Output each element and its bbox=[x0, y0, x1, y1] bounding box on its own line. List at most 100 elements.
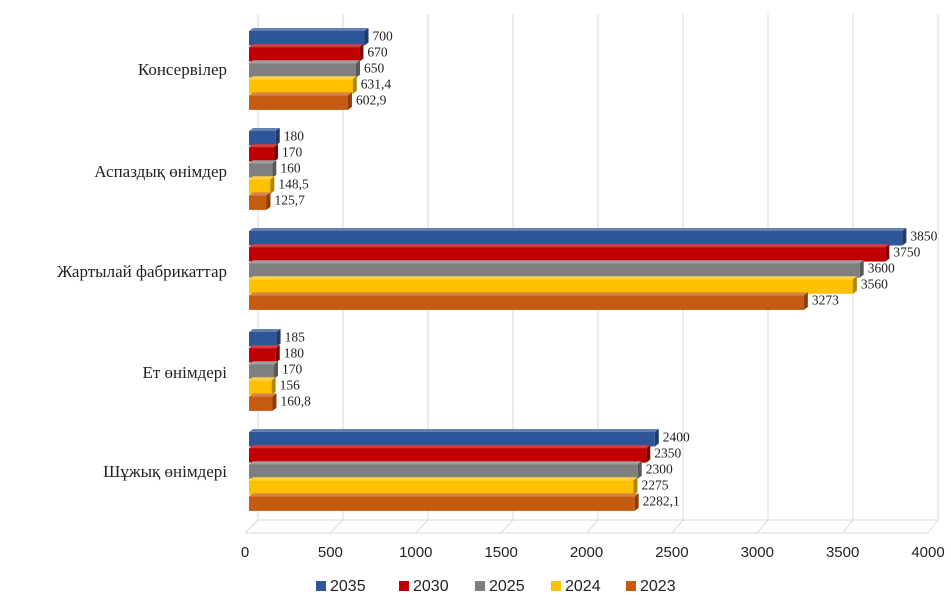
bar-side-face bbox=[272, 393, 277, 411]
bar-top-face bbox=[249, 76, 357, 80]
bar-side-face bbox=[637, 461, 642, 479]
bar bbox=[249, 295, 804, 310]
bar-side-face bbox=[364, 28, 369, 46]
bar-side-face bbox=[646, 445, 651, 463]
floor-gridline bbox=[500, 519, 514, 534]
floor-gridline bbox=[244, 519, 259, 534]
data-label: 156 bbox=[280, 378, 301, 393]
bar bbox=[249, 263, 860, 278]
bar-top-face bbox=[249, 192, 271, 196]
bar bbox=[249, 448, 647, 463]
data-label: 602,9 bbox=[356, 93, 387, 108]
bar-side-face bbox=[803, 292, 808, 310]
data-label: 2350 bbox=[654, 445, 681, 460]
legend-label: 2035 bbox=[330, 578, 366, 595]
bar bbox=[249, 364, 275, 379]
bar-top-face bbox=[249, 493, 639, 497]
bar-side-face bbox=[274, 361, 279, 379]
bar-top-face bbox=[249, 92, 352, 96]
bar bbox=[249, 147, 275, 162]
x-tick-label: 3500 bbox=[826, 544, 859, 561]
legend-swatch bbox=[316, 581, 326, 591]
data-label: 160 bbox=[280, 160, 301, 175]
data-label: 180 bbox=[284, 128, 305, 143]
data-label: 160,8 bbox=[280, 394, 311, 409]
bar-top-face bbox=[249, 60, 360, 64]
floor-gridline bbox=[330, 519, 344, 534]
legend-label: 2025 bbox=[489, 578, 525, 595]
bar bbox=[249, 332, 277, 347]
bar bbox=[249, 47, 360, 62]
bar bbox=[249, 496, 635, 511]
legend-label: 2030 bbox=[413, 578, 449, 595]
bar-side-face bbox=[359, 44, 364, 62]
bar bbox=[249, 396, 273, 411]
bar bbox=[249, 247, 886, 262]
bar bbox=[249, 231, 903, 246]
bar-top-face bbox=[249, 228, 907, 231]
bar-top-face bbox=[249, 445, 651, 449]
bar-side-face bbox=[355, 60, 360, 78]
data-label: 148,5 bbox=[278, 177, 309, 192]
bar-top-face bbox=[249, 429, 659, 432]
floor-gridline bbox=[842, 519, 854, 534]
bar-side-face bbox=[902, 228, 907, 246]
data-label: 3750 bbox=[893, 244, 920, 259]
floor-gridline bbox=[927, 519, 939, 534]
legend-swatch bbox=[399, 581, 409, 591]
bar-top-face bbox=[249, 44, 364, 48]
bar-side-face bbox=[275, 345, 280, 363]
bar bbox=[249, 31, 365, 46]
bar-top-face bbox=[249, 461, 642, 465]
bar-side-face bbox=[885, 244, 890, 262]
data-label: 670 bbox=[367, 44, 388, 59]
bar-top-face bbox=[249, 260, 864, 264]
bar bbox=[249, 179, 271, 194]
bar-top-face bbox=[249, 244, 890, 248]
data-label: 3560 bbox=[861, 277, 888, 292]
data-label: 3850 bbox=[910, 228, 937, 243]
bar-top-face bbox=[249, 176, 275, 180]
x-tick-label: 3000 bbox=[741, 544, 774, 561]
bar-side-face bbox=[266, 192, 271, 210]
category-label: Ет өнімдері bbox=[142, 363, 227, 382]
x-tick-label: 2000 bbox=[570, 544, 603, 561]
bar-side-face bbox=[270, 176, 275, 194]
bar bbox=[249, 95, 348, 110]
bar-side-face bbox=[275, 128, 280, 146]
bar-top-face bbox=[249, 329, 281, 332]
data-label: 2282,1 bbox=[643, 494, 680, 509]
category-label: Жартылай фабрикаттар bbox=[57, 262, 227, 281]
bar-top-face bbox=[249, 292, 808, 296]
bar-top-face bbox=[249, 377, 276, 381]
bar-top-face bbox=[249, 160, 277, 164]
category-label: Шұжық өнімдері bbox=[103, 462, 227, 481]
bar-top-face bbox=[249, 477, 638, 481]
bar-top-face bbox=[249, 345, 280, 349]
bar bbox=[249, 79, 353, 94]
bar-top-face bbox=[249, 128, 280, 131]
bar-side-face bbox=[272, 160, 277, 178]
bar-side-face bbox=[347, 92, 352, 110]
bar-side-face bbox=[276, 329, 281, 347]
legend-swatch bbox=[551, 581, 561, 591]
bar-side-face bbox=[852, 276, 857, 294]
data-label: 650 bbox=[364, 60, 385, 75]
x-tick-label: 1000 bbox=[399, 544, 432, 561]
legend-label: 2023 bbox=[640, 578, 676, 595]
bar-top-face bbox=[249, 144, 279, 148]
floor-gridline bbox=[756, 519, 769, 534]
bar bbox=[249, 279, 853, 294]
data-label: 185 bbox=[285, 329, 306, 344]
bar bbox=[249, 63, 356, 78]
bar bbox=[249, 432, 655, 447]
category-label: Консервілер bbox=[138, 60, 227, 79]
floor-gridline bbox=[415, 519, 429, 534]
data-label: 180 bbox=[284, 345, 305, 360]
data-label: 3600 bbox=[868, 260, 895, 275]
bar bbox=[249, 131, 276, 146]
x-tick-label: 0 bbox=[241, 544, 249, 561]
legend-swatch bbox=[475, 581, 485, 591]
